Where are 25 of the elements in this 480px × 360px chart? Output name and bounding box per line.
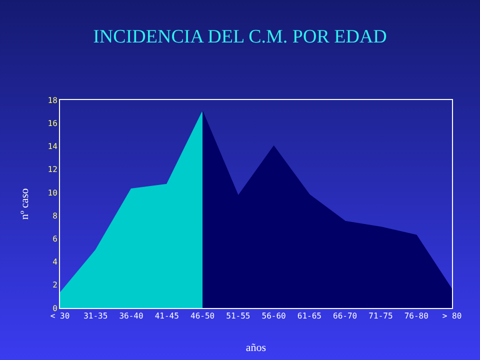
x-tick-label: 31-35 — [84, 312, 108, 321]
y-tick-label: 10 — [48, 188, 58, 198]
x-tick-label: 51-55 — [226, 312, 250, 321]
y-tick-label: 8 — [52, 211, 58, 220]
x-tick-label: 71-75 — [368, 312, 393, 321]
x-tick-label: < 30 — [50, 312, 70, 321]
y-tick-label: 18 — [48, 96, 58, 105]
x-axis-title: años — [246, 342, 266, 354]
x-tick-label: 46-50 — [190, 312, 215, 321]
y-axis-title: nº caso — [19, 188, 31, 220]
y-tick-label: 4 — [52, 258, 58, 267]
y-tick-label: 0 — [52, 304, 58, 313]
y-tick-label: 2 — [52, 280, 58, 290]
x-tick-label: 66-70 — [333, 312, 358, 321]
y-tick-label: 16 — [48, 118, 58, 128]
x-tick-label: 56-60 — [262, 312, 286, 321]
x-tick-label: 61-65 — [297, 312, 322, 321]
x-tick-label: > 80 — [442, 312, 462, 321]
x-tick-label: 76-80 — [404, 312, 429, 321]
x-tick-label: 41-45 — [154, 312, 180, 321]
y-tick-label: 14 — [48, 142, 58, 152]
y-tick-label: 6 — [52, 234, 58, 244]
chart-title: INCIDENCIA DEL C.M. POR EDAD — [93, 26, 387, 48]
x-tick-label: 36-40 — [119, 312, 144, 321]
y-tick-label: 12 — [48, 165, 58, 174]
